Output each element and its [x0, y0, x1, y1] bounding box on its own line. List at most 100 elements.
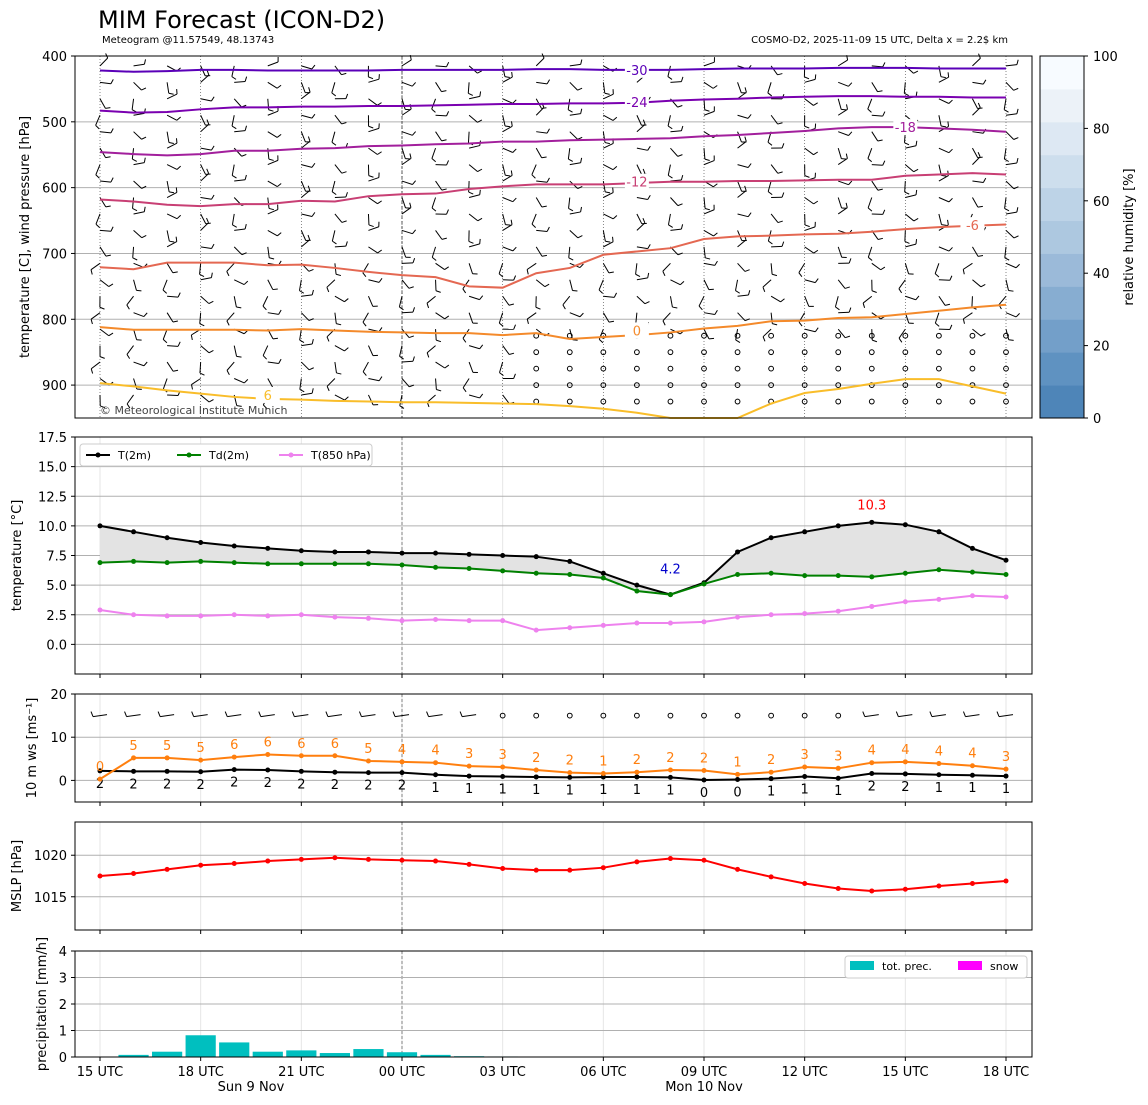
wind-barb-icon [435, 131, 443, 142]
wind-barb-icon [479, 189, 481, 195]
data-point [835, 573, 841, 579]
wind-barb-icon [844, 286, 850, 289]
wind-barb-icon [679, 281, 685, 286]
wind-barb-icon [299, 290, 305, 294]
wind-barb-icon [871, 312, 882, 320]
data-point [869, 760, 875, 766]
wind-barb-icon [962, 269, 965, 275]
wind-barb-icon [234, 228, 246, 231]
data-point [667, 856, 673, 862]
wind-barb-icon [244, 174, 247, 180]
wind-barb-icon [511, 72, 513, 78]
wind-barb-icon [200, 222, 209, 231]
isotherm-line [99, 172, 1007, 208]
data-point [701, 857, 707, 863]
wind-barb-icon [99, 246, 107, 257]
wind-barb-icon [441, 188, 447, 191]
wind-barb-icon [862, 302, 866, 308]
wind-barb-icon [431, 256, 437, 261]
wind-barb-icon [898, 337, 903, 343]
wind-barb-icon [903, 82, 906, 94]
wind-barb-icon [568, 257, 574, 261]
mslp-tick-label: 1020 [34, 849, 67, 864]
wind-barb-icon [536, 81, 548, 85]
wind-barb-icon [95, 115, 101, 126]
wind-barb-icon [603, 114, 614, 121]
wind-value-label: 2 [633, 753, 641, 768]
wind-barb-icon [233, 345, 238, 357]
wind-barb-icon [362, 361, 369, 372]
wind-barb-icon [569, 230, 579, 239]
wind-barb-icon [441, 237, 447, 240]
wind-barb-icon [377, 249, 382, 254]
wind-barb-icon [667, 213, 671, 225]
wind-value-label: 1 [431, 781, 439, 796]
wind-barb-icon [972, 131, 984, 134]
mslp-ylabel: MSLP [hPa] [10, 840, 25, 912]
wind-barb-icon [898, 288, 903, 294]
wind-barb-icon [703, 148, 706, 160]
wind-value-label: 1 [465, 782, 473, 797]
wind-barb-icon [428, 714, 443, 718]
colorbar-band [1040, 121, 1084, 156]
wind-barb-icon [972, 180, 984, 183]
wind-barb-icon [226, 312, 235, 322]
time-tick-label: 15 UTC [77, 1065, 123, 1080]
wind-barb-icon [262, 404, 268, 409]
wind-barb-icon [301, 190, 311, 198]
data-point [969, 772, 975, 778]
wind-barb-icon [938, 295, 946, 306]
wind-barb-icon [412, 229, 417, 235]
wind-barb-icon [502, 76, 513, 83]
wind-barb-icon [368, 76, 374, 80]
precip-bar [252, 1051, 283, 1057]
wind-barb-icon [99, 279, 110, 287]
wind-barb-icon [99, 131, 111, 134]
wind-barb-icon [267, 81, 278, 89]
pressure-tick-label: 500 [42, 116, 67, 131]
wind-barb-icon [409, 384, 415, 388]
data-point [701, 767, 707, 773]
wind-barb-icon [211, 194, 215, 200]
wind-value-label: 1 [767, 785, 775, 800]
wind-barb-icon [677, 203, 683, 207]
wind-barb-icon [133, 63, 145, 67]
wind-barb-icon [267, 312, 279, 315]
wind-barb-icon [168, 142, 174, 145]
wind-barb-icon [1003, 98, 1007, 110]
wind-barb-icon [612, 215, 618, 220]
wind-barb-icon [837, 98, 842, 110]
wind-barb-icon [301, 392, 313, 396]
wind-barb-icon [412, 258, 416, 264]
wind-barb-icon [965, 714, 980, 718]
wind-barb-icon [977, 151, 981, 157]
wind-barb-icon [509, 352, 515, 355]
wind-barb-icon [459, 711, 463, 717]
colorbar-band [1040, 319, 1084, 353]
wind-barb-icon [299, 388, 305, 393]
wind-barb-icon [770, 114, 779, 125]
wind-barb-icon [426, 303, 430, 309]
wind-barb-icon [299, 339, 305, 343]
wind-barb-icon [467, 82, 470, 94]
calm-wind-marker [566, 712, 573, 719]
wind-value-label: 1 [801, 783, 809, 798]
wind-barb-icon [804, 78, 816, 83]
wind-barb-icon [1005, 329, 1010, 340]
wind-barb-icon [308, 269, 314, 272]
wind-barb-icon [294, 714, 309, 718]
colorbar-band [1040, 352, 1084, 386]
wind-barb-icon [108, 283, 114, 287]
wind-barb-icon [502, 98, 513, 104]
data-point [231, 767, 237, 773]
wind-barb-icon [208, 300, 214, 305]
wind-barb-icon [938, 65, 942, 77]
wind-barb-icon [512, 148, 517, 153]
wind-barb-icon [579, 312, 584, 318]
wind-barb-icon [334, 196, 346, 199]
wind-barb-icon [468, 145, 480, 149]
data-point [936, 772, 942, 778]
wind-barb-icon [175, 187, 178, 193]
wind-barb-icon [510, 219, 513, 225]
wind-barb-icon [813, 249, 819, 254]
